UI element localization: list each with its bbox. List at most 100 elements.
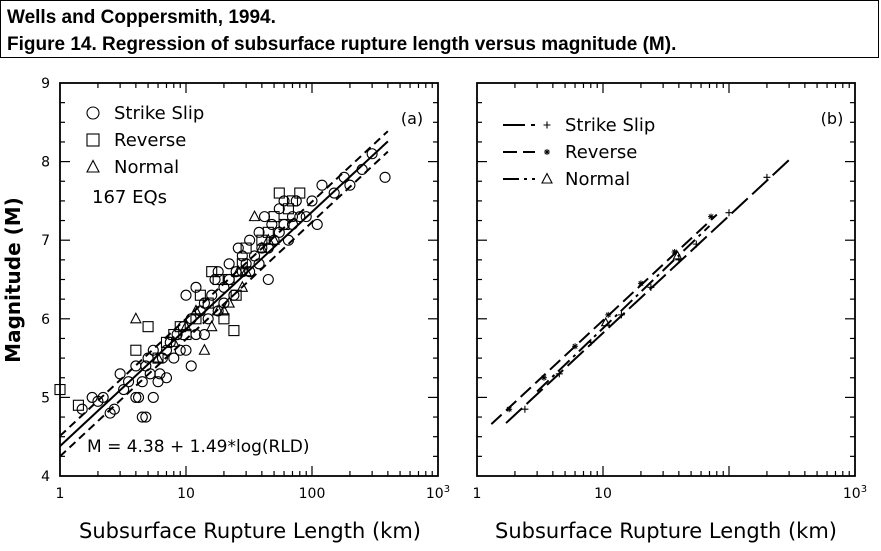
data-point-circle: [190, 281, 202, 293]
data-point-circle: [328, 187, 340, 199]
data-point-triangle: [180, 319, 192, 332]
panel-a-ytick-label: 4: [41, 469, 50, 485]
figure-plots: (a) 1 10 100 103 4 5 6 7 8 9 Strike Slip Reverse No…: [1, 76, 867, 543]
panel-a-ytick-label: 6: [41, 312, 50, 328]
panel-a-confidence-lower: [59, 150, 389, 458]
data-point-triangle: [205, 319, 218, 332]
panel-b-frame: [476, 82, 856, 477]
data-point-triangle: [255, 241, 268, 253]
data-point-square: [194, 289, 206, 301]
data-point-triangle: [232, 264, 245, 277]
data-point-triangle: [672, 250, 683, 260]
data-point-plus: [725, 209, 733, 217]
data-point-circle: [76, 403, 88, 415]
data-point-circle: [154, 368, 166, 380]
data-point-circle: [97, 391, 109, 403]
data-point-circle: [244, 266, 256, 278]
legend-marker-triangle: [541, 172, 553, 184]
data-point-triangle: [262, 233, 275, 245]
data-point-circle: [118, 383, 130, 396]
panel-b-line-plus: [505, 155, 794, 424]
data-point-circle: [356, 163, 368, 176]
data-point-triangle: [223, 296, 236, 308]
data-point-circle: [198, 328, 210, 341]
data-point-square: [212, 273, 224, 286]
data-point-star: [605, 311, 612, 318]
data-point-circle: [114, 368, 126, 380]
data-point-square: [142, 321, 154, 333]
data-point-circle: [344, 179, 356, 191]
data-point-circle: [258, 211, 271, 223]
panel-a-xtick-label: 10: [177, 486, 195, 502]
data-point-star: [572, 343, 579, 350]
data-point-circle: [185, 360, 197, 372]
data-point-circle: [338, 171, 350, 183]
data-point-triangle: [212, 304, 225, 316]
data-point-triangle: [236, 280, 249, 292]
data-point-circle: [147, 391, 159, 403]
data-point-square: [262, 226, 274, 238]
data-point-star: [637, 280, 644, 287]
data-point-square: [256, 234, 268, 246]
legend-marker-plus: [543, 121, 551, 129]
data-point-triangle: [167, 335, 180, 347]
data-point-square: [278, 218, 290, 231]
data-point-circle: [286, 211, 299, 223]
data-point-circle: [168, 352, 180, 364]
data-point-circle: [130, 391, 142, 403]
caption-citation: Wells and Coppersmith, 1994.: [7, 7, 276, 28]
data-point-triangle: [240, 264, 253, 277]
data-point-square: [286, 195, 299, 207]
data-point-circle: [253, 258, 265, 270]
data-point-circle: [108, 403, 120, 415]
data-point-circle: [180, 344, 192, 356]
data-point-circle: [132, 391, 145, 403]
data-point-triangle: [248, 209, 261, 222]
data-point-square: [174, 321, 186, 333]
caption-figure-title: Figure 14. Regression of subsurface rupt…: [7, 34, 677, 55]
data-point-circle: [306, 195, 318, 207]
data-point-circle: [136, 411, 148, 423]
data-point-circle: [218, 297, 230, 309]
legend-marker-square: [86, 133, 100, 147]
data-point-circle: [123, 376, 135, 388]
data-point-plus: [617, 311, 625, 319]
data-point-circle: [286, 218, 299, 231]
data-point-triangle: [268, 233, 280, 245]
panel-a-count: 167 EQs: [92, 187, 167, 208]
legend-label: Reverse: [114, 130, 186, 151]
data-point-triangle: [218, 304, 230, 316]
data-point-square: [236, 258, 248, 270]
data-point-circle: [232, 242, 244, 254]
panel-b: (b) 1 10 103 Strike Slip Reverse Normal Subs…: [473, 82, 867, 543]
data-point-circle: [379, 171, 391, 183]
data-point-square: [273, 187, 285, 199]
data-point-square: [130, 344, 142, 356]
data-point-circle: [316, 179, 328, 191]
data-point-square: [230, 289, 242, 301]
data-point-circle: [294, 211, 306, 223]
legend-label: Normal: [114, 157, 179, 178]
legend-label: Reverse: [565, 142, 637, 163]
data-point-circle: [202, 313, 214, 325]
data-point-circle: [366, 148, 378, 160]
data-point-circle: [104, 407, 116, 419]
data-point-square: [218, 313, 230, 325]
data-point-circle: [236, 250, 248, 262]
data-point-circle: [244, 234, 256, 246]
data-point-circle: [266, 218, 278, 231]
panel-b-legend: Strike Slip Reverse Normal: [503, 115, 655, 190]
legend-label: Strike Slip: [565, 115, 655, 136]
data-point-square: [54, 383, 66, 396]
data-point-circle: [253, 226, 265, 238]
panel-a-ylabel: Magnitude (M): [1, 197, 25, 363]
data-point-triangle: [152, 351, 164, 363]
panel-a-xtick-label: 100: [299, 486, 326, 502]
panel-a-xtick-label: 1: [56, 486, 65, 502]
panel-a-legend: Strike Slip Reverse Normal: [86, 103, 204, 178]
figure-caption-box: Wells and Coppersmith, 1994. Figure 14. …: [0, 0, 879, 58]
legend-label: Normal: [565, 169, 630, 190]
legend-marker-triangle: [86, 159, 100, 173]
data-point-circle: [206, 289, 218, 301]
data-point-plus: [647, 283, 655, 291]
